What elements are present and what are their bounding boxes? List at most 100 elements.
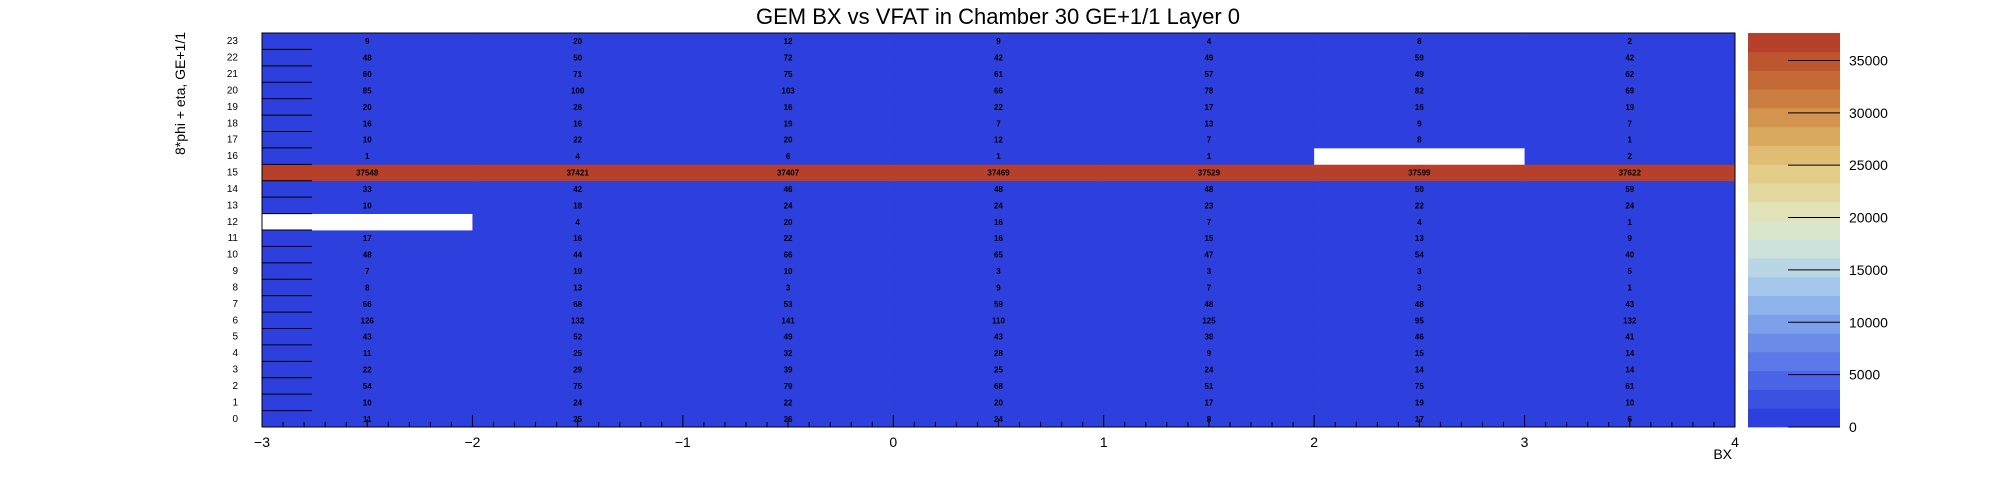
heatmap-cell bbox=[682, 410, 894, 428]
cell-value-label: 61 bbox=[1625, 382, 1634, 391]
cell-value-label: 3 bbox=[1207, 267, 1212, 276]
heatmap-cell bbox=[893, 49, 1105, 67]
cell-value-label: 5 bbox=[1628, 267, 1633, 276]
cell-value-label: 37622 bbox=[1619, 169, 1642, 178]
heatmap-cell bbox=[262, 131, 473, 149]
heatmap-cell bbox=[262, 65, 473, 83]
heatmap-cell bbox=[893, 131, 1105, 149]
cell-value-label: 11 bbox=[363, 349, 372, 358]
heatmap-cell bbox=[893, 180, 1105, 198]
heatmap-cell bbox=[1103, 328, 1315, 346]
heatmap-cell bbox=[1314, 115, 1525, 132]
heatmap-cell bbox=[1524, 394, 1736, 411]
cell-value-label: 48 bbox=[994, 185, 1003, 194]
heatmap-cell bbox=[472, 262, 684, 280]
heatmap-cell bbox=[1103, 295, 1315, 313]
y-axis-label: 8*phi + eta, GE+1/1 bbox=[172, 32, 188, 155]
x-tick-label: −3 bbox=[254, 434, 270, 450]
cell-value-label: 43 bbox=[994, 333, 1003, 342]
cell-value-label: 3 bbox=[996, 267, 1001, 276]
heatmap-cell bbox=[682, 98, 894, 116]
cell-value-label: 22 bbox=[363, 366, 372, 375]
colorbar-segment bbox=[1748, 70, 1840, 90]
heatmap-cell bbox=[1524, 410, 1736, 428]
y-tick-label: 23 bbox=[227, 36, 239, 47]
cell-value-label: 20 bbox=[994, 398, 1003, 407]
y-tick-label: 14 bbox=[227, 184, 239, 195]
cell-value-label: 4 bbox=[575, 152, 580, 161]
heatmap-cell bbox=[1314, 33, 1525, 50]
heatmap-cell bbox=[893, 344, 1105, 362]
cell-value-label: 7 bbox=[365, 267, 370, 276]
cell-value-label: 19 bbox=[1415, 398, 1424, 407]
cell-value-label: 17 bbox=[1204, 103, 1213, 112]
cell-value-label: 71 bbox=[573, 70, 582, 79]
colorbar-segment bbox=[1748, 51, 1840, 71]
colorbar-segment bbox=[1748, 126, 1840, 146]
cell-value-label: 54 bbox=[1415, 251, 1424, 260]
cell-value-label: 24 bbox=[994, 201, 1003, 210]
heatmap-cell bbox=[1103, 197, 1315, 214]
cell-value-label: 75 bbox=[573, 382, 582, 391]
cell-value-label: 10 bbox=[784, 267, 793, 276]
cell-value-label: 48 bbox=[363, 251, 372, 260]
cell-value-label: 59 bbox=[994, 300, 1003, 309]
heatmap-cell bbox=[1314, 410, 1525, 428]
y-tick-label: 1 bbox=[232, 397, 238, 408]
heatmap-cell bbox=[472, 33, 684, 50]
cell-value-label: 7 bbox=[1628, 119, 1633, 128]
cell-value-label: 15 bbox=[1204, 234, 1213, 243]
cell-value-label: 38 bbox=[1204, 333, 1213, 342]
heatmap-cell bbox=[1314, 230, 1525, 247]
colorbar-tick-label: 20000 bbox=[1849, 210, 1888, 226]
heatmap-cell bbox=[893, 115, 1105, 132]
cell-value-label: 1 bbox=[996, 152, 1001, 161]
heatmap-cell bbox=[682, 328, 894, 346]
cell-value-label: 24 bbox=[573, 398, 582, 407]
heatmap-cell bbox=[262, 98, 473, 116]
cell-value-label: 54 bbox=[363, 382, 372, 391]
heatmap-cell bbox=[1314, 164, 1525, 182]
heatmap-cell bbox=[682, 246, 894, 264]
cell-value-label: 15 bbox=[1415, 349, 1424, 358]
cell-value-label: 14 bbox=[1415, 366, 1424, 375]
heatmap-cell bbox=[893, 394, 1105, 411]
heatmap-cell bbox=[1524, 164, 1736, 182]
heatmap-cell bbox=[893, 295, 1105, 313]
cell-value-label: 14 bbox=[1625, 349, 1634, 358]
cell-value-label: 16 bbox=[573, 234, 582, 243]
heatmap-cell bbox=[682, 131, 894, 149]
y-tick-label: 4 bbox=[232, 348, 238, 359]
cell-value-label: 32 bbox=[784, 349, 793, 358]
cell-value-label: 20 bbox=[784, 136, 793, 145]
y-tick-label: 17 bbox=[227, 135, 239, 146]
heatmap-cell bbox=[262, 262, 473, 280]
x-tick-label: 2 bbox=[1310, 434, 1318, 450]
axes: −3 −2 −1 0 1 2 3 401234567891011121314151617181… bbox=[227, 32, 1739, 450]
colorbar-segment bbox=[1748, 89, 1840, 109]
cell-value-label: 20 bbox=[784, 218, 793, 227]
cell-value-label: 52 bbox=[573, 333, 582, 342]
heatmap-cell bbox=[262, 410, 473, 428]
cell-value-label: 9 bbox=[996, 283, 1001, 292]
heatmap-cell bbox=[1103, 262, 1315, 280]
colorbar-segment bbox=[1748, 408, 1840, 428]
cell-value-label: 12 bbox=[784, 37, 793, 46]
heatmap-cell bbox=[893, 262, 1105, 280]
heatmap-cell bbox=[472, 131, 684, 149]
cell-value-label: 62 bbox=[1625, 70, 1634, 79]
heatmap-cell bbox=[1103, 394, 1315, 411]
y-tick-label: 7 bbox=[232, 299, 238, 310]
heatmap-cell bbox=[1103, 147, 1315, 165]
cell-value-label: 43 bbox=[363, 333, 372, 342]
heatmap-cell bbox=[262, 361, 473, 379]
heatmap-cell bbox=[1314, 197, 1525, 214]
colorbar-segment bbox=[1748, 351, 1840, 372]
heatmap-cell bbox=[682, 180, 894, 198]
heatmap-cell bbox=[1524, 49, 1736, 67]
colorbar-tick-label: 10000 bbox=[1849, 314, 1888, 330]
heatmap-cell bbox=[262, 115, 473, 132]
heatmap-cell bbox=[682, 49, 894, 67]
heatmap-cell bbox=[1524, 230, 1736, 247]
